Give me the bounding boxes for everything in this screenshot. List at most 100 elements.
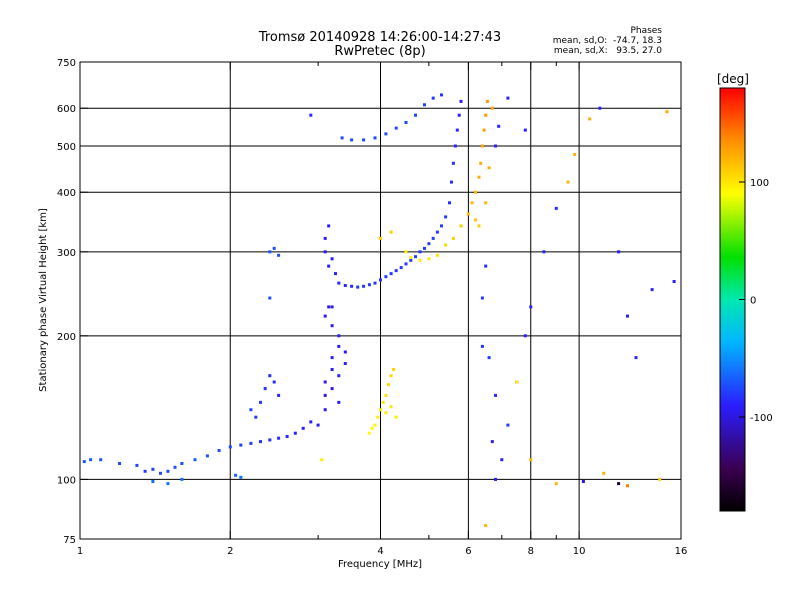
- data-point-o: [414, 113, 417, 117]
- data-point-x: [487, 166, 491, 170]
- data-point-o: [384, 275, 388, 279]
- data-point-o: [394, 269, 398, 273]
- data-point-noise: [484, 264, 488, 268]
- data-point-x: [370, 426, 374, 430]
- x-tick-label: 6: [465, 546, 471, 557]
- y-tick-label: 300: [57, 248, 76, 259]
- data-point-x: [384, 411, 388, 415]
- data-point-o: [362, 284, 366, 288]
- data-point-o: [404, 121, 408, 124]
- data-point-o: [343, 284, 347, 287]
- y-axis-label: Stationary phase Virtual Height [km]: [38, 208, 49, 392]
- data-point-o: [440, 93, 443, 97]
- data-point-o: [337, 344, 341, 348]
- data-point-o: [268, 296, 272, 300]
- data-point-noise: [480, 344, 484, 348]
- data-point-x: [373, 423, 377, 427]
- data-point-x: [480, 144, 484, 148]
- data-point-o: [143, 469, 147, 473]
- data-point-o: [459, 99, 463, 103]
- data-point-noise: [166, 482, 170, 486]
- data-point-o: [217, 449, 221, 452]
- data-point-o: [166, 469, 170, 473]
- data-point-x: [394, 415, 398, 419]
- data-point-o: [323, 408, 327, 412]
- data-point-o: [414, 255, 417, 259]
- data-point-x: [389, 405, 393, 409]
- data-point-o: [272, 380, 276, 384]
- data-point-noise: [487, 356, 491, 360]
- axis-ticks: 1 2 4 6 8 10 16 75 100 200 300 400 500 600 750: [57, 58, 687, 557]
- data-point-noise: [506, 96, 510, 100]
- data-point-o: [180, 462, 184, 465]
- data-point-o: [330, 387, 334, 391]
- data-point-o: [277, 436, 281, 440]
- data-point-o: [337, 374, 341, 378]
- data-point-o: [323, 314, 327, 318]
- data-point-o: [323, 250, 327, 254]
- x-tick-label: 4: [377, 546, 383, 557]
- data-point-x: [389, 230, 393, 234]
- data-point-x: [451, 236, 455, 240]
- data-point-o: [330, 368, 334, 371]
- data-point-o: [254, 415, 258, 419]
- data-point-o: [259, 400, 262, 404]
- data-point-o: [453, 144, 457, 148]
- data-point-noise: [523, 128, 527, 132]
- data-point-noise: [523, 334, 527, 338]
- data-point-noise: [573, 153, 577, 156]
- data-point-noise: [566, 180, 570, 184]
- x-tick-label: 8: [528, 546, 534, 557]
- data-point-noise: [494, 477, 497, 481]
- data-point-noise: [497, 124, 501, 128]
- data-point-o: [268, 438, 272, 442]
- data-point-x: [427, 257, 431, 261]
- y-tick-label: 750: [57, 58, 76, 69]
- data-point-o: [118, 462, 121, 465]
- data-point-o: [330, 257, 334, 261]
- data-point-noise: [500, 458, 504, 462]
- data-point-noise: [180, 477, 184, 481]
- data-point-noise: [542, 250, 546, 254]
- data-point-noise: [490, 440, 494, 444]
- y-tick-label: 100: [57, 475, 76, 486]
- data-point-x: [404, 250, 408, 254]
- data-point-o: [82, 460, 86, 464]
- data-point-x: [409, 255, 413, 259]
- data-point-o: [173, 465, 177, 469]
- data-point-o: [362, 138, 366, 142]
- colorbar-tick-label: 100: [750, 178, 769, 189]
- data-point-o: [293, 431, 297, 435]
- data-point-noise: [494, 393, 497, 397]
- data-point-o: [394, 126, 398, 130]
- data-point-o: [389, 272, 393, 276]
- data-point-noise: [581, 480, 585, 483]
- data-point-o: [316, 423, 320, 427]
- data-point-o: [151, 467, 155, 471]
- data-point-x: [459, 224, 463, 228]
- data-point-x: [479, 161, 483, 165]
- data-point-x: [381, 400, 385, 404]
- data-point-noise: [626, 314, 629, 318]
- data-point-o: [337, 334, 341, 338]
- data-point-o: [323, 393, 327, 397]
- data-point-o: [327, 224, 331, 228]
- data-point-x: [477, 224, 481, 228]
- data-point-noise: [320, 458, 324, 462]
- x-tick-label: 1: [77, 546, 83, 557]
- data-point-o: [373, 136, 377, 140]
- x-tick-label: 10: [573, 546, 586, 557]
- data-point-x: [379, 408, 382, 412]
- data-point-noise: [529, 305, 533, 309]
- x-axis-label: Frequency [MHz]: [338, 559, 422, 570]
- y-tick-label: 400: [57, 188, 76, 199]
- data-point-o: [135, 463, 139, 467]
- data-point-x: [379, 236, 382, 240]
- data-point-noise: [506, 423, 510, 427]
- data-point-o: [268, 250, 272, 254]
- data-point-o: [367, 283, 371, 287]
- data-point-o: [431, 236, 435, 240]
- y-tick-label: 500: [57, 142, 76, 153]
- data-point-o: [272, 246, 276, 250]
- gridlines: [80, 62, 681, 539]
